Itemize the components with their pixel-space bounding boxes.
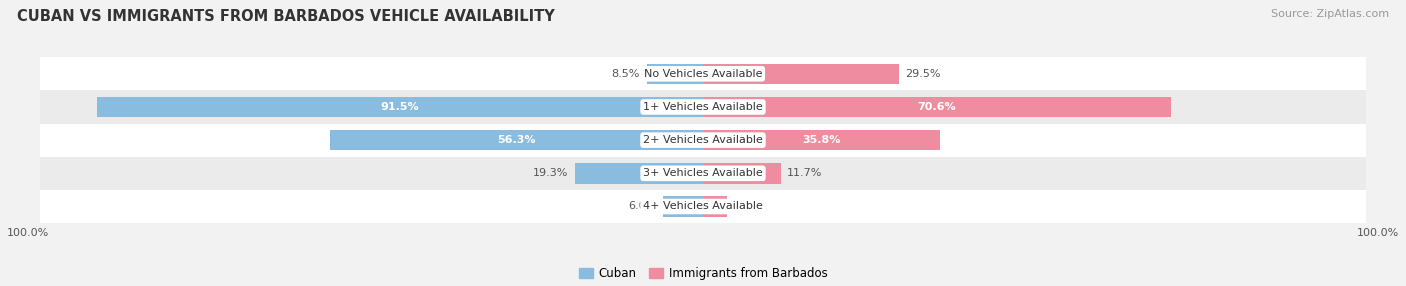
Text: Source: ZipAtlas.com: Source: ZipAtlas.com [1271,9,1389,19]
Bar [703,196,727,217]
Bar [330,130,703,150]
Bar [664,196,703,217]
Text: 8.5%: 8.5% [612,69,640,79]
Text: 56.3%: 56.3% [498,135,536,145]
Bar [575,163,703,184]
Text: 19.3%: 19.3% [533,168,568,178]
Text: 91.5%: 91.5% [381,102,419,112]
Bar [703,63,898,84]
Text: 1+ Vehicles Available: 1+ Vehicles Available [643,102,763,112]
Legend: Cuban, Immigrants from Barbados: Cuban, Immigrants from Barbados [579,267,827,280]
Text: 4+ Vehicles Available: 4+ Vehicles Available [643,202,763,211]
Bar [97,97,703,117]
Bar [41,57,1365,90]
Text: 6.0%: 6.0% [628,202,657,211]
Bar [703,97,1171,117]
Bar [41,90,1365,124]
Text: No Vehicles Available: No Vehicles Available [644,69,762,79]
Text: 11.7%: 11.7% [787,168,823,178]
Text: 29.5%: 29.5% [905,69,941,79]
Text: 3+ Vehicles Available: 3+ Vehicles Available [643,168,763,178]
Text: 100.0%: 100.0% [1357,228,1399,238]
Bar [41,190,1365,223]
Text: 100.0%: 100.0% [7,228,49,238]
Text: 70.6%: 70.6% [918,102,956,112]
Bar [41,124,1365,157]
Bar [41,157,1365,190]
Text: 3.6%: 3.6% [734,202,762,211]
Bar [647,63,703,84]
Bar [703,130,941,150]
Bar [703,163,780,184]
Text: CUBAN VS IMMIGRANTS FROM BARBADOS VEHICLE AVAILABILITY: CUBAN VS IMMIGRANTS FROM BARBADOS VEHICL… [17,9,554,23]
Text: 35.8%: 35.8% [803,135,841,145]
Text: 2+ Vehicles Available: 2+ Vehicles Available [643,135,763,145]
